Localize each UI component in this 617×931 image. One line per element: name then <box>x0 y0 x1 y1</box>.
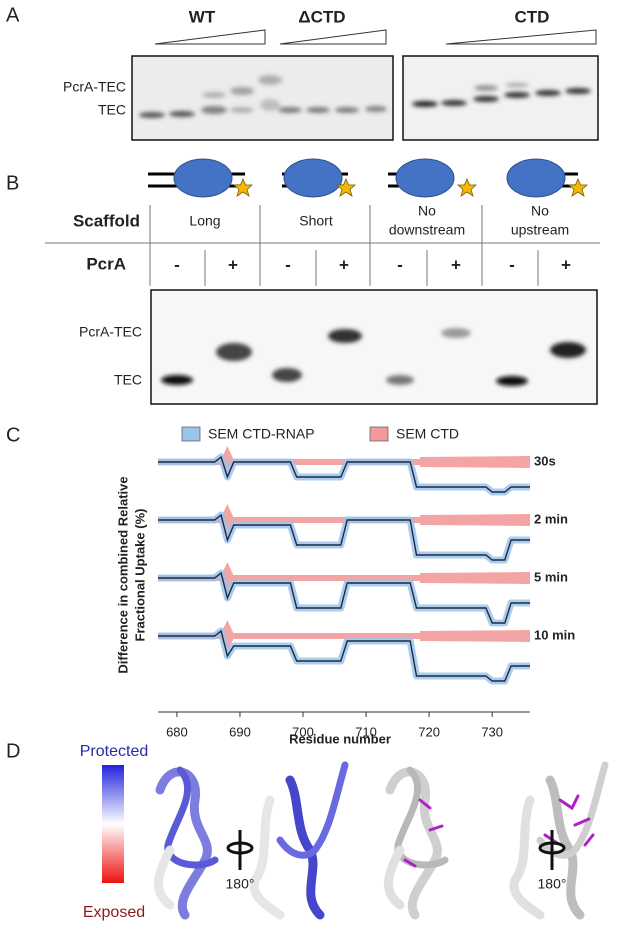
scale-label: Protected <box>80 743 148 760</box>
pcra-row: - + - + - + - + <box>174 255 571 274</box>
gel-bands <box>161 328 586 386</box>
difference-line <box>158 455 530 493</box>
x-axis-label: Residue number <box>289 731 391 746</box>
gel <box>150 289 598 405</box>
pcra-sign: - <box>509 255 515 274</box>
series-label: 5 min <box>534 569 568 584</box>
group-label: WT <box>189 7 216 26</box>
series-label: 2 min <box>534 511 568 526</box>
band-label: TEC <box>114 372 142 388</box>
scaffold-label: No <box>418 203 436 219</box>
wedge <box>154 29 266 45</box>
scaffold-label: Long <box>189 213 220 229</box>
band-label: PcrA-TEC <box>63 79 126 95</box>
rnap-shapes <box>173 158 566 198</box>
wedge <box>279 29 387 45</box>
legend-label: SEM CTD <box>396 426 459 442</box>
x-tick-label: 730 <box>481 724 503 739</box>
x-tick-label: 690 <box>229 724 251 739</box>
panel-label: C <box>6 424 20 446</box>
x-tick-label: 720 <box>418 724 440 739</box>
panel-label: A <box>6 4 20 26</box>
band-label: TEC <box>98 102 126 118</box>
difference-line <box>158 513 530 561</box>
legend-swatch <box>181 426 201 442</box>
group-label: CTD <box>515 7 550 26</box>
rotation-label: 180° <box>226 876 255 892</box>
pcra-sign: - <box>285 255 291 274</box>
difference-line <box>158 571 530 624</box>
pcra-sign: - <box>397 255 403 274</box>
x-tick-label: 700 <box>292 724 314 739</box>
series-label: 10 min <box>534 627 575 642</box>
row-header: PcrA <box>86 254 126 273</box>
x-tick-label: 680 <box>166 724 188 739</box>
pcra-sign: - <box>174 255 180 274</box>
sem-ctd-band <box>158 562 530 594</box>
group-label: ΔCTD <box>298 7 345 26</box>
color-scale <box>102 765 124 883</box>
panel-label: D <box>6 740 20 762</box>
gel <box>131 55 394 141</box>
pcra-sign: + <box>451 255 461 274</box>
scale-label: Exposed <box>83 904 145 921</box>
protein-cartoons <box>153 761 609 920</box>
rotation-icons <box>226 830 566 870</box>
legend-label: SEM CTD-RNAP <box>208 426 315 442</box>
pcra-sign: + <box>561 255 571 274</box>
series-label: 30s <box>534 453 556 468</box>
scaffold-label: No <box>531 203 549 219</box>
panel-d: Protected Exposed 180° 180° <box>80 743 609 921</box>
scaffold-label: upstream <box>511 222 569 238</box>
panel-b: Scaffold PcrA Long Short No downstream N… <box>45 158 600 405</box>
scaffold-label: downstream <box>389 222 465 238</box>
panel-a: WT ΔCTD CTD PcrA-TEC TEC <box>63 7 599 141</box>
scaffold-label: Short <box>299 213 333 229</box>
legend-swatch <box>369 426 389 442</box>
gel-bands <box>139 75 591 118</box>
x-tick-label: 710 <box>355 724 377 739</box>
table-lines <box>45 205 600 286</box>
pcra-sign: + <box>228 255 238 274</box>
wedge <box>445 29 597 45</box>
pcra-sign: + <box>339 255 349 274</box>
sem-ctd-band <box>158 620 530 652</box>
row-header: Scaffold <box>73 211 140 230</box>
band-label: PcrA-TEC <box>79 324 142 340</box>
rotation-label: 180° <box>538 876 567 892</box>
stars <box>232 177 589 197</box>
y-axis-label: Difference in combined Relative <box>115 476 130 673</box>
panel-label: B <box>6 172 19 194</box>
y-axis-label: Fractional Uptake (%) <box>132 509 147 642</box>
panel-c: SEM CTD-RNAP SEM CTD 680 690 700 710 720 730 Res… <box>115 426 575 747</box>
difference-line <box>158 629 530 682</box>
gel <box>402 55 599 141</box>
